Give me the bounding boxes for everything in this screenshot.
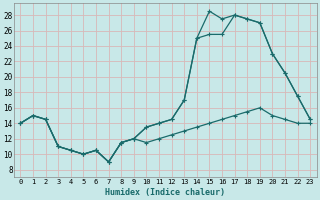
X-axis label: Humidex (Indice chaleur): Humidex (Indice chaleur) xyxy=(105,188,225,197)
